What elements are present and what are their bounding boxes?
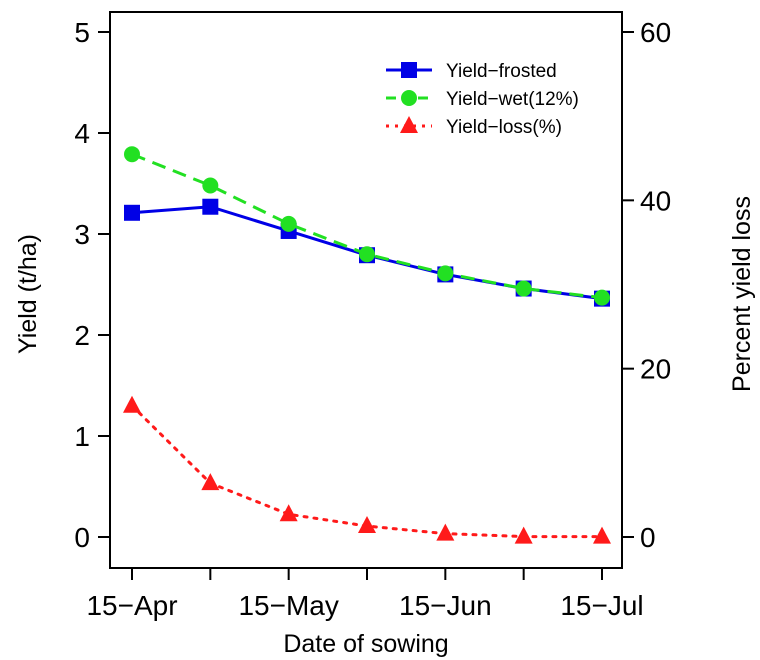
left-tick-label: 0 xyxy=(74,522,90,553)
right-y-axis: 0 20 40 60 xyxy=(621,17,671,553)
left-y-axis: 0 1 2 3 4 5 xyxy=(74,17,111,553)
legend-label: Yield−loss(%) xyxy=(446,117,562,138)
right-tick-label: 20 xyxy=(640,354,671,385)
left-tick-label: 3 xyxy=(74,219,90,250)
right-tick-label: 0 xyxy=(640,522,656,553)
legend: Yield−frosted Yield−wet(12%) Yield−loss(%) xyxy=(386,61,579,138)
x-tick-label: 15−Jul xyxy=(560,590,643,621)
data-point xyxy=(359,246,375,263)
left-tick-label: 2 xyxy=(74,320,90,351)
data-point xyxy=(515,280,532,297)
data-point xyxy=(514,526,533,544)
right-tick-label: 60 xyxy=(640,17,671,48)
x-tick-label: 15−Apr xyxy=(86,590,177,621)
data-point xyxy=(123,395,141,413)
data-point xyxy=(124,146,140,163)
data-point xyxy=(280,215,297,232)
x-tick-label: 15−Jun xyxy=(399,590,492,621)
data-point xyxy=(279,504,298,522)
data-point xyxy=(436,523,455,541)
data-point xyxy=(202,198,219,215)
left-tick-label: 4 xyxy=(74,118,90,149)
left-tick-label: 1 xyxy=(74,421,90,452)
x-axis: 15−Apr 15−May 15−Jun 15−Jul xyxy=(86,567,644,621)
data-point xyxy=(593,526,611,544)
right-y-axis-title: Percent yield loss xyxy=(728,196,756,392)
series-3 xyxy=(123,395,611,544)
left-y-axis-title: Yield (t/ha) xyxy=(14,234,42,354)
left-tick-label: 5 xyxy=(74,17,90,48)
data-point xyxy=(202,177,219,194)
right-tick-label: 40 xyxy=(640,185,671,216)
series-2 xyxy=(124,146,610,306)
data-point xyxy=(358,516,376,534)
legend-marker xyxy=(401,90,417,106)
data-point xyxy=(124,204,140,221)
series-line xyxy=(131,152,603,300)
data-point xyxy=(594,289,610,306)
legend-marker xyxy=(400,116,418,133)
x-tick-label: 15−May xyxy=(238,590,338,621)
series-layer xyxy=(123,146,611,544)
legend-marker xyxy=(401,62,417,78)
data-point xyxy=(201,473,220,491)
legend-label: Yield−wet(12%) xyxy=(446,89,579,110)
data-point xyxy=(437,265,454,282)
x-axis-title: Date of sowing xyxy=(283,630,448,658)
legend-label: Yield−frosted xyxy=(446,61,557,82)
